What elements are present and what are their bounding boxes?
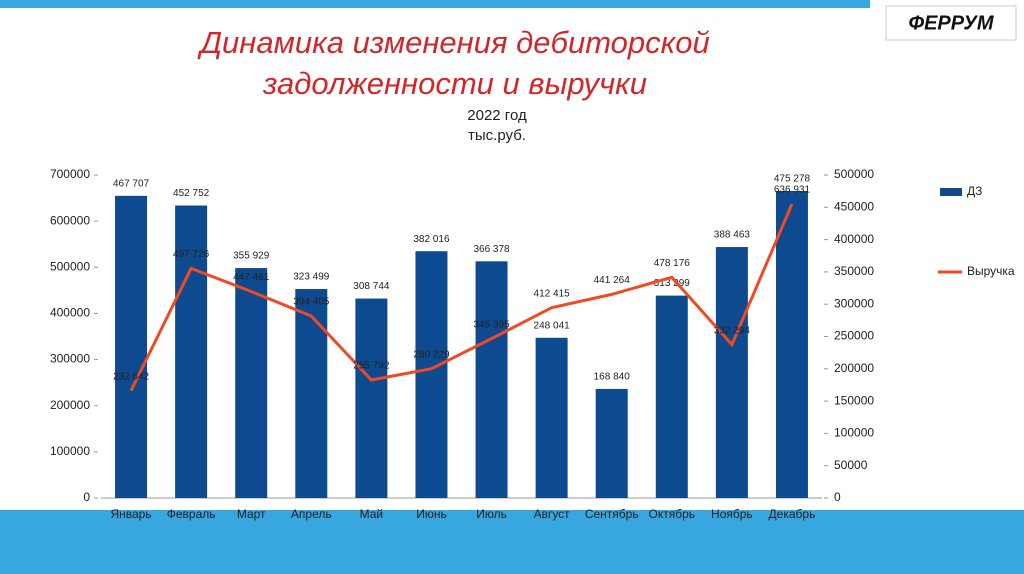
- value-label: 441 264: [594, 275, 631, 286]
- y2-tick-label: 100000: [834, 426, 874, 440]
- bar: [475, 261, 508, 498]
- subtitle-line: тыс.руб.: [468, 127, 526, 144]
- y2-tick-label: 200000: [834, 361, 874, 375]
- value-label: 168 840: [594, 372, 631, 383]
- y2-tick-label: 350000: [834, 264, 874, 278]
- x-tick-label: Октябрь: [649, 507, 696, 521]
- y-tick-label: 0: [83, 490, 90, 504]
- x-tick-label: Апрель: [291, 507, 332, 521]
- x-tick-label: Ноябрь: [711, 507, 753, 521]
- bar: [415, 251, 448, 498]
- y2-tick-label: 150000: [834, 393, 874, 407]
- bar: [595, 388, 628, 498]
- subtitle-line: 2022 год: [467, 107, 527, 124]
- value-label: 636 931: [774, 185, 811, 196]
- bar: [115, 195, 148, 499]
- x-tick-label: Сентябрь: [585, 507, 639, 521]
- y2-tick-label: 500000: [834, 167, 874, 181]
- y-tick-label: 300000: [50, 352, 90, 366]
- top-band: [0, 0, 870, 8]
- y-tick-label: 600000: [50, 213, 90, 227]
- value-label: 345 395: [473, 319, 510, 330]
- title-line: задолженности и выручки: [262, 66, 647, 101]
- value-label: 280 229: [413, 349, 450, 360]
- bar: [775, 190, 808, 499]
- value-label: 478 176: [654, 258, 691, 269]
- logo-box: [885, 5, 1017, 41]
- value-label: 248 041: [534, 320, 571, 331]
- value-label: 355 929: [233, 251, 270, 262]
- legend-swatch: [940, 188, 962, 196]
- y2-tick-label: 250000: [834, 329, 874, 343]
- title-line: Динамика изменения дебиторской: [197, 25, 710, 60]
- y2-tick-label: 300000: [834, 296, 874, 310]
- legend-label: Выручка: [967, 264, 1015, 278]
- bar: [535, 337, 568, 498]
- bottom-band: [0, 510, 1024, 574]
- logo: ФЕРРУМ: [908, 12, 994, 34]
- y2-tick-label: 50000: [834, 458, 868, 472]
- bar: [715, 247, 748, 498]
- value-label: 313 299: [654, 278, 691, 289]
- x-tick-label: Январь: [110, 507, 151, 521]
- bar: [175, 205, 208, 498]
- value-label: 255 792: [353, 361, 390, 372]
- bar: [355, 298, 388, 498]
- y2-tick-label: 450000: [834, 199, 874, 213]
- y2-tick-label: 400000: [834, 232, 874, 246]
- bar: [295, 289, 328, 498]
- value-label: 447 461: [233, 272, 270, 283]
- value-label: 332 294: [714, 325, 751, 336]
- bar: [235, 268, 268, 498]
- x-tick-label: Июль: [476, 507, 507, 521]
- value-label: 323 499: [293, 272, 330, 283]
- y-tick-label: 500000: [50, 259, 90, 273]
- y-tick-label: 700000: [50, 167, 90, 181]
- y2-tick-label: 0: [834, 490, 841, 504]
- value-label: 497 726: [173, 249, 210, 260]
- y-tick-label: 400000: [50, 306, 90, 320]
- value-label: 467 707: [113, 179, 150, 190]
- value-label: 394 405: [293, 297, 330, 308]
- x-tick-label: Август: [534, 507, 571, 521]
- value-label: 452 752: [173, 188, 210, 199]
- x-tick-label: Март: [237, 507, 266, 521]
- value-label: 382 016: [413, 234, 450, 245]
- value-label: 388 463: [714, 230, 751, 241]
- value-label: 412 415: [534, 288, 571, 299]
- bar: [655, 295, 688, 498]
- x-tick-label: Февраль: [167, 507, 216, 521]
- value-label: 232 642: [113, 371, 150, 382]
- y-tick-label: 200000: [50, 398, 90, 412]
- x-tick-label: Май: [360, 507, 384, 521]
- value-label: 308 744: [353, 281, 390, 292]
- x-tick-label: Июнь: [416, 507, 447, 521]
- x-tick-label: Декабрь: [769, 507, 816, 521]
- value-label: 475 278: [774, 174, 811, 185]
- value-label: 366 378: [473, 244, 510, 255]
- line: [129, 203, 794, 392]
- legend-label: ДЗ: [967, 184, 982, 198]
- y-tick-label: 100000: [50, 444, 90, 458]
